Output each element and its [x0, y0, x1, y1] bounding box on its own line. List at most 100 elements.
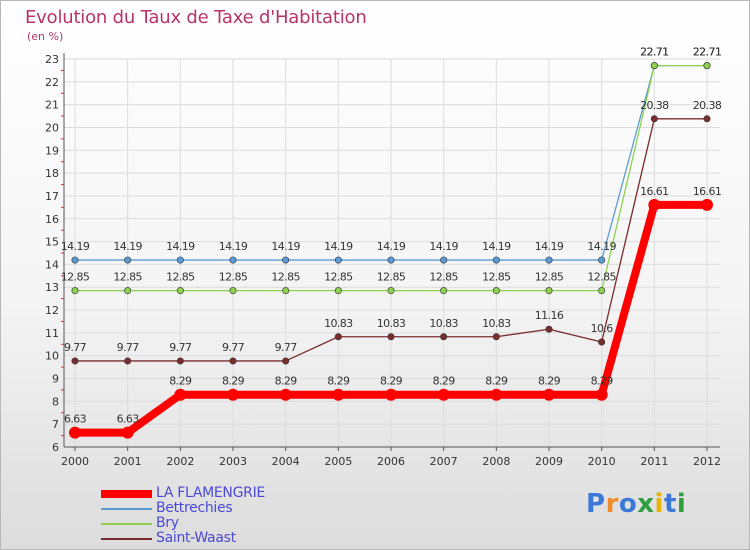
data-point	[334, 333, 342, 341]
legend-label: Bry	[156, 515, 179, 531]
y-tick-label: 14	[45, 258, 59, 271]
data-point	[490, 388, 503, 401]
data-label: 12.85	[166, 271, 195, 284]
y-tick-label: 19	[45, 144, 59, 157]
x-tick-label: 2010	[588, 455, 616, 468]
data-label: 20.38	[693, 99, 722, 112]
data-label: 8.29	[380, 375, 403, 388]
y-tick-label: 7	[52, 418, 59, 431]
data-label: 12.85	[61, 271, 90, 284]
data-point	[176, 256, 184, 264]
data-point	[387, 333, 395, 341]
data-point	[71, 287, 79, 295]
data-point	[648, 198, 661, 211]
x-tick-label: 2011	[640, 455, 668, 468]
x-tick-label: 2012	[693, 455, 721, 468]
data-label: 12.85	[219, 271, 248, 284]
x-tick-label: 2006	[377, 455, 405, 468]
data-point	[334, 256, 342, 264]
y-tick-label: 22	[45, 76, 59, 89]
data-point	[387, 287, 395, 295]
data-point	[229, 256, 237, 264]
data-label: 22.71	[693, 46, 722, 59]
data-point	[279, 388, 292, 401]
legend-swatch	[101, 490, 152, 498]
data-label: 14.19	[166, 240, 195, 253]
data-point	[124, 357, 132, 365]
unit-label: (en %)	[27, 30, 64, 43]
data-label: 10.83	[482, 317, 511, 330]
data-point	[282, 357, 290, 365]
x-tick-label: 2004	[272, 455, 300, 468]
x-tick-label: 2005	[324, 455, 352, 468]
logo-letter: i	[654, 489, 664, 519]
data-label: 10.6	[591, 322, 614, 335]
x-tick-label: 2002	[166, 455, 194, 468]
data-point	[598, 256, 606, 264]
data-point	[543, 388, 555, 401]
data-label: 8.29	[433, 375, 456, 388]
data-point	[69, 426, 81, 439]
data-point	[71, 256, 79, 264]
data-point	[437, 388, 450, 401]
data-label: 12.85	[535, 271, 564, 284]
data-label: 20.38	[640, 99, 669, 112]
legend-swatch	[101, 508, 152, 510]
data-point	[440, 333, 448, 341]
y-tick-label: 10	[45, 350, 59, 363]
data-label: 12.85	[429, 271, 458, 284]
y-tick-label: 12	[45, 304, 59, 317]
data-point	[595, 388, 608, 401]
data-label: 9.77	[64, 341, 87, 354]
x-tick-label: 2003	[219, 455, 247, 468]
legend-item: Bry	[101, 516, 361, 531]
data-label: 8.29	[169, 375, 192, 388]
data-label: 14.19	[377, 240, 406, 253]
legend-swatch	[101, 538, 152, 540]
data-label: 9.77	[169, 341, 192, 354]
y-tick-label: 9	[52, 373, 59, 386]
data-point	[71, 357, 79, 365]
data-label: 14.19	[587, 240, 616, 253]
y-tick-label: 16	[45, 213, 59, 226]
data-label: 12.85	[324, 271, 353, 284]
data-label: 22.71	[640, 46, 669, 59]
data-point	[650, 115, 658, 123]
data-point	[387, 256, 395, 264]
logo-letter: t	[663, 489, 677, 519]
legend-swatch	[101, 523, 152, 525]
data-point	[598, 338, 606, 346]
y-tick-label: 6	[52, 441, 59, 454]
data-point	[703, 62, 711, 70]
data-point	[545, 256, 553, 264]
data-label: 14.19	[61, 240, 90, 253]
logo-letter: i	[676, 489, 687, 519]
data-point	[176, 357, 184, 365]
y-tick-label: 17	[45, 190, 59, 203]
data-label: 16.61	[640, 185, 669, 198]
x-tick-label: 2001	[114, 455, 142, 468]
x-tick-label: 2000	[61, 455, 89, 468]
data-point	[124, 256, 132, 264]
logo-letter: r	[605, 489, 619, 519]
data-label: 12.85	[271, 271, 300, 284]
legend-item: Bettrechies	[101, 501, 361, 516]
data-point	[492, 256, 500, 264]
legend-item: Saint-Waast	[101, 531, 361, 546]
data-point	[332, 388, 345, 401]
legend-label: Bettrechies	[156, 500, 233, 516]
data-label: 8.29	[275, 375, 298, 388]
x-tick-label: 2009	[535, 455, 563, 468]
data-point	[227, 388, 239, 401]
data-label: 14.19	[271, 240, 300, 253]
data-label: 8.29	[538, 375, 561, 388]
data-point	[650, 62, 658, 70]
data-label: 9.77	[275, 341, 298, 354]
data-label: 10.83	[324, 317, 353, 330]
data-label: 11.16	[535, 309, 564, 322]
proxiti-logo: Proxiti	[586, 489, 686, 519]
data-label: 10.83	[377, 317, 406, 330]
data-label: 8.29	[327, 375, 350, 388]
y-tick-label: 13	[45, 281, 59, 294]
